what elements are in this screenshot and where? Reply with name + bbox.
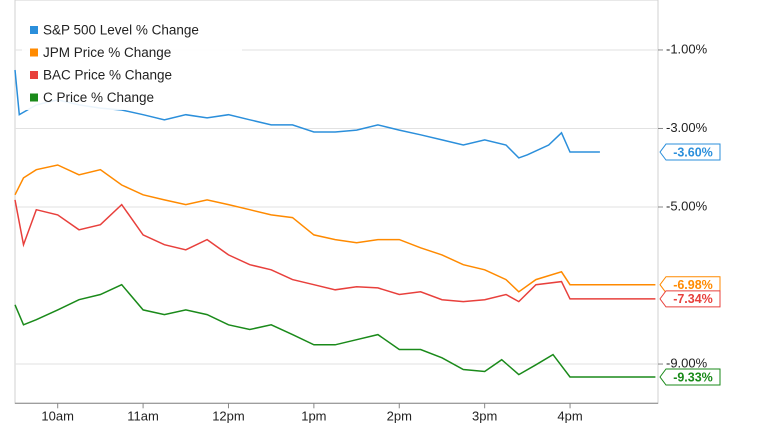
legend-box xyxy=(22,14,242,110)
legend-swatch xyxy=(30,71,38,79)
x-tick-label: 11am xyxy=(127,409,159,424)
legend-label: JPM Price % Change xyxy=(43,45,171,60)
end-label-box xyxy=(659,290,721,308)
end-label-text: -9.33% xyxy=(673,370,713,384)
end-label: -3.60% xyxy=(659,143,721,161)
y-tick-label: -5.00% xyxy=(666,198,708,213)
legend-swatch xyxy=(30,48,38,57)
end-label: -7.34% xyxy=(659,290,721,308)
series-line xyxy=(14,199,656,303)
end-label-text: -7.34% xyxy=(673,292,713,306)
y-tick-label: -9.00% xyxy=(666,355,708,370)
y-tick-label: -1.00% xyxy=(666,41,708,56)
x-tick-label: 2pm xyxy=(387,409,412,424)
legend-label: S&P 500 Level % Change xyxy=(43,23,199,38)
legend-label: C Price % Change xyxy=(43,90,154,105)
x-tick-label: 1pm xyxy=(301,409,326,424)
end-label-box xyxy=(659,143,721,161)
y-tick-label: -3.00% xyxy=(666,120,708,135)
series-line xyxy=(14,283,656,378)
x-tick-label: 12pm xyxy=(212,409,245,424)
end-label-text: -3.60% xyxy=(673,145,713,159)
x-tick-label: 10am xyxy=(41,409,74,424)
end-label-text: -6.98% xyxy=(673,278,713,292)
legend-swatch xyxy=(30,93,38,102)
end-label: -9.33% xyxy=(659,368,721,386)
legend-label: BAC Price % Change xyxy=(43,68,172,83)
legend-swatch xyxy=(30,26,38,34)
x-tick-label: 3pm xyxy=(472,409,497,424)
end-label-box xyxy=(659,368,721,386)
legend: S&P 500 Level % Change JPM Price % Change… xyxy=(22,14,242,110)
series-line xyxy=(14,164,656,293)
x-tick-label: 4pm xyxy=(557,409,582,424)
end-label: -6.98% xyxy=(659,276,721,294)
